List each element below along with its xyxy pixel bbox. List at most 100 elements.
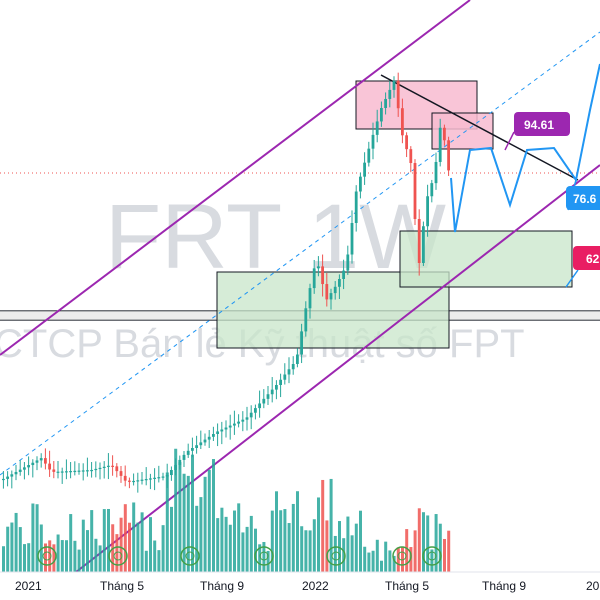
volume-bar — [283, 509, 287, 572]
volume-bar — [90, 510, 94, 572]
candle — [52, 469, 56, 472]
volume-bar — [254, 528, 257, 572]
dividend-marker-icon[interactable] — [422, 546, 442, 566]
demand-zone-upper[interactable] — [399, 230, 573, 288]
volume-bar — [233, 510, 236, 572]
dividend-marker-icon — [113, 551, 123, 561]
volume-bar — [157, 550, 161, 572]
forecast-path[interactable] — [450, 63, 600, 233]
dividend-marker-icon — [42, 551, 52, 561]
candle — [333, 286, 337, 294]
supply-zone-mid[interactable] — [431, 112, 494, 150]
candle — [94, 468, 98, 471]
candle — [329, 293, 333, 300]
candle — [186, 450, 190, 455]
candle — [409, 149, 413, 164]
candle — [258, 403, 261, 409]
candle — [65, 471, 68, 473]
candle — [107, 465, 110, 467]
volume-bar — [245, 526, 249, 572]
volume-bar — [69, 514, 73, 572]
volume-bar — [375, 539, 379, 572]
volume-bar — [178, 462, 182, 572]
candle — [98, 467, 102, 470]
candle — [354, 191, 358, 223]
volume-bar — [308, 530, 312, 572]
candle — [102, 466, 106, 468]
candle — [233, 423, 236, 426]
watermark-symbol: FRT — [105, 186, 282, 288]
volume-bar — [430, 549, 434, 572]
volume-bar — [287, 523, 291, 572]
volume-bar — [224, 516, 228, 572]
x-tick-6: 20 — [586, 579, 600, 593]
volume-bar — [266, 550, 270, 572]
downtrend-line[interactable] — [380, 74, 579, 181]
volume-bar — [161, 525, 165, 572]
candle — [279, 379, 282, 385]
volume-bar — [304, 530, 308, 572]
dividend-marker-icon[interactable] — [254, 546, 274, 566]
dividend-marker-icon[interactable] — [326, 546, 346, 566]
candle — [123, 475, 127, 481]
volume-bar — [447, 530, 451, 572]
candle — [249, 412, 253, 418]
candle — [308, 288, 312, 309]
volume-bar — [174, 448, 178, 572]
candle — [86, 470, 89, 472]
volume-bar — [199, 497, 203, 572]
volume-bar — [417, 508, 421, 572]
candle — [434, 161, 438, 184]
volume-bar — [52, 544, 56, 572]
dividend-marker-icon[interactable] — [392, 546, 412, 566]
candle — [443, 127, 446, 141]
volume-bar — [396, 547, 400, 572]
candle — [216, 431, 219, 434]
candle — [254, 408, 257, 413]
volume-bar — [413, 530, 417, 572]
candle — [321, 266, 324, 285]
x-axis[interactable] — [0, 572, 600, 600]
candle — [111, 465, 114, 467]
volume-bar — [350, 535, 354, 572]
candle — [144, 479, 148, 481]
volume-bar — [132, 502, 136, 572]
candle — [270, 389, 274, 395]
volume-bars — [2, 448, 451, 572]
price-label-76[interactable]: 76.6 — [566, 179, 600, 211]
candle — [237, 421, 240, 424]
candle — [359, 176, 362, 192]
volume-bar — [56, 534, 60, 572]
volume-bar — [367, 552, 371, 572]
candle — [60, 471, 64, 473]
volume-bar — [44, 543, 47, 572]
volume-bar — [23, 544, 26, 572]
volume-bar — [380, 560, 383, 572]
candle — [27, 465, 30, 468]
volume-bar — [216, 518, 220, 572]
dividend-marker-icon[interactable] — [180, 546, 200, 566]
volume-bar — [60, 540, 64, 572]
price-label-62[interactable]: 62 — [565, 246, 600, 288]
candle — [401, 108, 404, 136]
candle — [447, 140, 450, 171]
candle — [317, 266, 320, 269]
price-label-94[interactable]: 94.61 — [504, 112, 570, 151]
candle — [115, 466, 119, 472]
x-tick-1: Tháng 5 — [100, 579, 144, 593]
dividend-marker-icon[interactable] — [37, 546, 57, 566]
candle — [228, 425, 232, 428]
candle — [438, 127, 442, 162]
candle — [14, 471, 18, 475]
dividend-marker-icon[interactable] — [108, 546, 128, 566]
volume-bar — [14, 512, 18, 572]
volume-bar — [312, 519, 316, 572]
volume-bar — [77, 549, 81, 572]
channel-upper-line[interactable] — [0, 0, 471, 356]
candle — [426, 196, 429, 227]
volume-bar — [338, 521, 341, 572]
candle — [178, 459, 182, 465]
volume-bar — [31, 503, 35, 572]
candle — [417, 219, 421, 263]
